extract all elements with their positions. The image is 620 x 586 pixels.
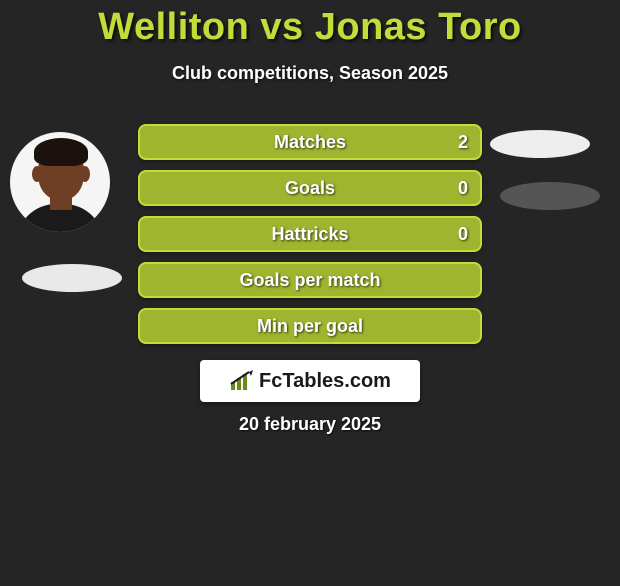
subtitle: Club competitions, Season 2025 [0, 63, 620, 84]
comparison-bars: Matches 2 Goals 0 Hattricks 0 Goals per … [138, 124, 482, 354]
bar-value: 0 [458, 178, 468, 199]
avatar-hair [34, 138, 88, 166]
bar-min-per-goal: Min per goal [138, 308, 482, 344]
team-badge-left [22, 264, 122, 292]
bar-hattricks: Hattricks 0 [138, 216, 482, 252]
page-title: Welliton vs Jonas Toro [0, 6, 620, 49]
bar-matches: Matches 2 [138, 124, 482, 160]
bar-label: Hattricks [140, 224, 480, 245]
bar-value: 2 [458, 132, 468, 153]
player-avatar-left [10, 132, 110, 232]
bar-goals-per-match: Goals per match [138, 262, 482, 298]
bar-label: Min per goal [140, 316, 480, 337]
team-badge-right-2 [500, 182, 600, 210]
bar-label: Goals [140, 178, 480, 199]
chart-icon [229, 370, 255, 392]
bar-value: 0 [458, 224, 468, 245]
date-text: 20 february 2025 [0, 414, 620, 435]
bar-goals: Goals 0 [138, 170, 482, 206]
bar-label: Goals per match [140, 270, 480, 291]
team-badge-right-1 [490, 130, 590, 158]
brand-text: FcTables.com [259, 370, 391, 393]
brand-badge: FcTables.com [200, 360, 420, 402]
bar-label: Matches [140, 132, 480, 153]
